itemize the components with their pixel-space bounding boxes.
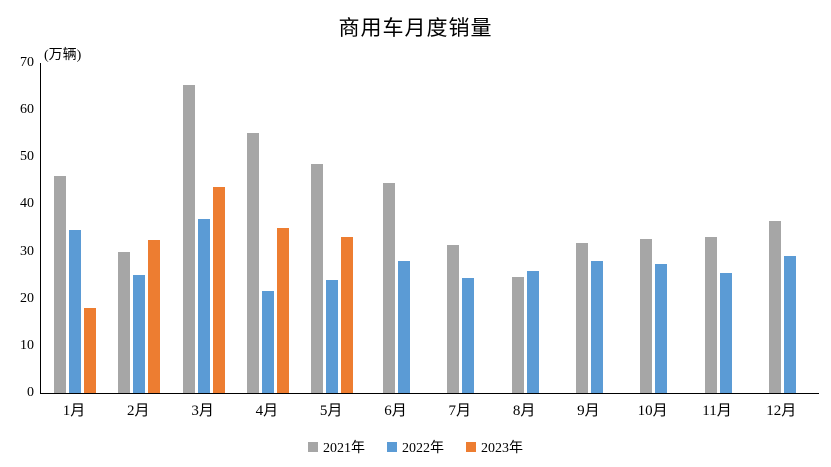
- bar-group-3月: [172, 63, 236, 393]
- legend-item-2023年: 2023年: [466, 437, 523, 457]
- legend-label: 2022年: [402, 441, 444, 456]
- bar-group-4月: [236, 63, 300, 393]
- bar-2022年-11月: [719, 273, 732, 393]
- bar-group-10月: [622, 63, 686, 393]
- legend: 2021年 2022年 2023年: [0, 437, 831, 457]
- bar-group-2月: [107, 63, 171, 393]
- legend-label: 2021年: [323, 441, 365, 456]
- bar-2021年-8月: [511, 276, 524, 393]
- legend-item-2022年: 2022年: [387, 437, 444, 457]
- bar-group-8月: [493, 63, 557, 393]
- bar-group-6月: [365, 63, 429, 393]
- x-tick-label-4月: 4月: [255, 403, 279, 419]
- bar-2022年-12月: [783, 255, 796, 393]
- y-axis-unit-label: (万辆): [44, 48, 82, 63]
- bar-2021年-6月: [383, 182, 395, 393]
- bar-2022年-10月: [655, 264, 668, 393]
- bar-2022年-7月: [462, 277, 475, 393]
- bar-2021年-11月: [704, 237, 717, 393]
- chart-title: 商用车月度销量: [338, 16, 493, 40]
- legend-label: 2023年: [481, 441, 523, 456]
- x-tick-label-1月: 1月: [62, 403, 86, 419]
- bar-2021年-4月: [246, 133, 259, 393]
- bar-2022年-2月: [133, 275, 146, 393]
- bar-2021年-2月: [118, 252, 131, 393]
- y-tick-label: 60: [20, 102, 34, 118]
- bar-2023年-1月: [84, 308, 96, 393]
- bar-group-11月: [686, 63, 750, 393]
- bar-2023年-5月: [341, 237, 354, 393]
- bar-2021年-5月: [311, 164, 324, 393]
- bar-group-7月: [429, 63, 493, 393]
- bar-2022年-8月: [526, 271, 539, 393]
- bar-2022年-4月: [261, 290, 274, 393]
- bar-2022年-9月: [590, 261, 603, 393]
- y-tick-label: 50: [20, 149, 34, 165]
- x-tick-label-8月: 8月: [512, 403, 536, 419]
- bar-2021年-9月: [575, 243, 588, 393]
- bar-group-9月: [557, 63, 621, 393]
- legend-swatch-icon: [308, 442, 318, 452]
- x-tick-label-2月: 2月: [127, 403, 150, 419]
- x-tick-label-11月: 11月: [702, 403, 732, 419]
- legend-swatch-icon: [466, 442, 476, 452]
- legend-swatch-icon: [387, 442, 397, 452]
- bar-2021年-1月: [54, 176, 66, 393]
- x-tick-label-3月: 3月: [191, 403, 214, 419]
- y-tick-label: 70: [20, 55, 34, 70]
- y-tick-label: 0: [27, 385, 34, 400]
- y-tick-label: 30: [20, 243, 34, 259]
- bar-2023年-2月: [148, 240, 161, 393]
- legend-item-2021年: 2021年: [308, 437, 365, 457]
- bar-group-5月: [300, 63, 364, 393]
- x-tick-label-9月: 9月: [577, 403, 600, 419]
- x-tick-label-5月: 5月: [319, 403, 343, 419]
- y-tick-label: 20: [20, 290, 34, 306]
- bar-2023年-4月: [276, 228, 289, 393]
- y-tick-label: 10: [20, 337, 34, 353]
- x-tick-label-10月: 10月: [637, 403, 668, 419]
- bar-group-12月: [750, 63, 814, 393]
- bar-2022年-1月: [69, 230, 81, 393]
- y-tick-label: 40: [20, 196, 34, 212]
- x-tick-label-12月: 12月: [766, 403, 797, 419]
- x-tick-label-7月: 7月: [448, 403, 472, 419]
- bar-2021年-7月: [447, 245, 460, 393]
- bar-2022年-5月: [326, 280, 339, 393]
- bar-group-1月: [43, 63, 107, 393]
- bar-2023年-3月: [212, 187, 225, 393]
- bar-2022年-3月: [197, 218, 210, 393]
- bar-2021年-10月: [640, 238, 653, 393]
- bar-2021年-12月: [768, 221, 781, 393]
- bar-2022年-6月: [398, 261, 410, 393]
- x-tick-label-6月: 6月: [384, 403, 407, 419]
- plot-area: [40, 63, 819, 394]
- bar-2021年-3月: [182, 85, 195, 393]
